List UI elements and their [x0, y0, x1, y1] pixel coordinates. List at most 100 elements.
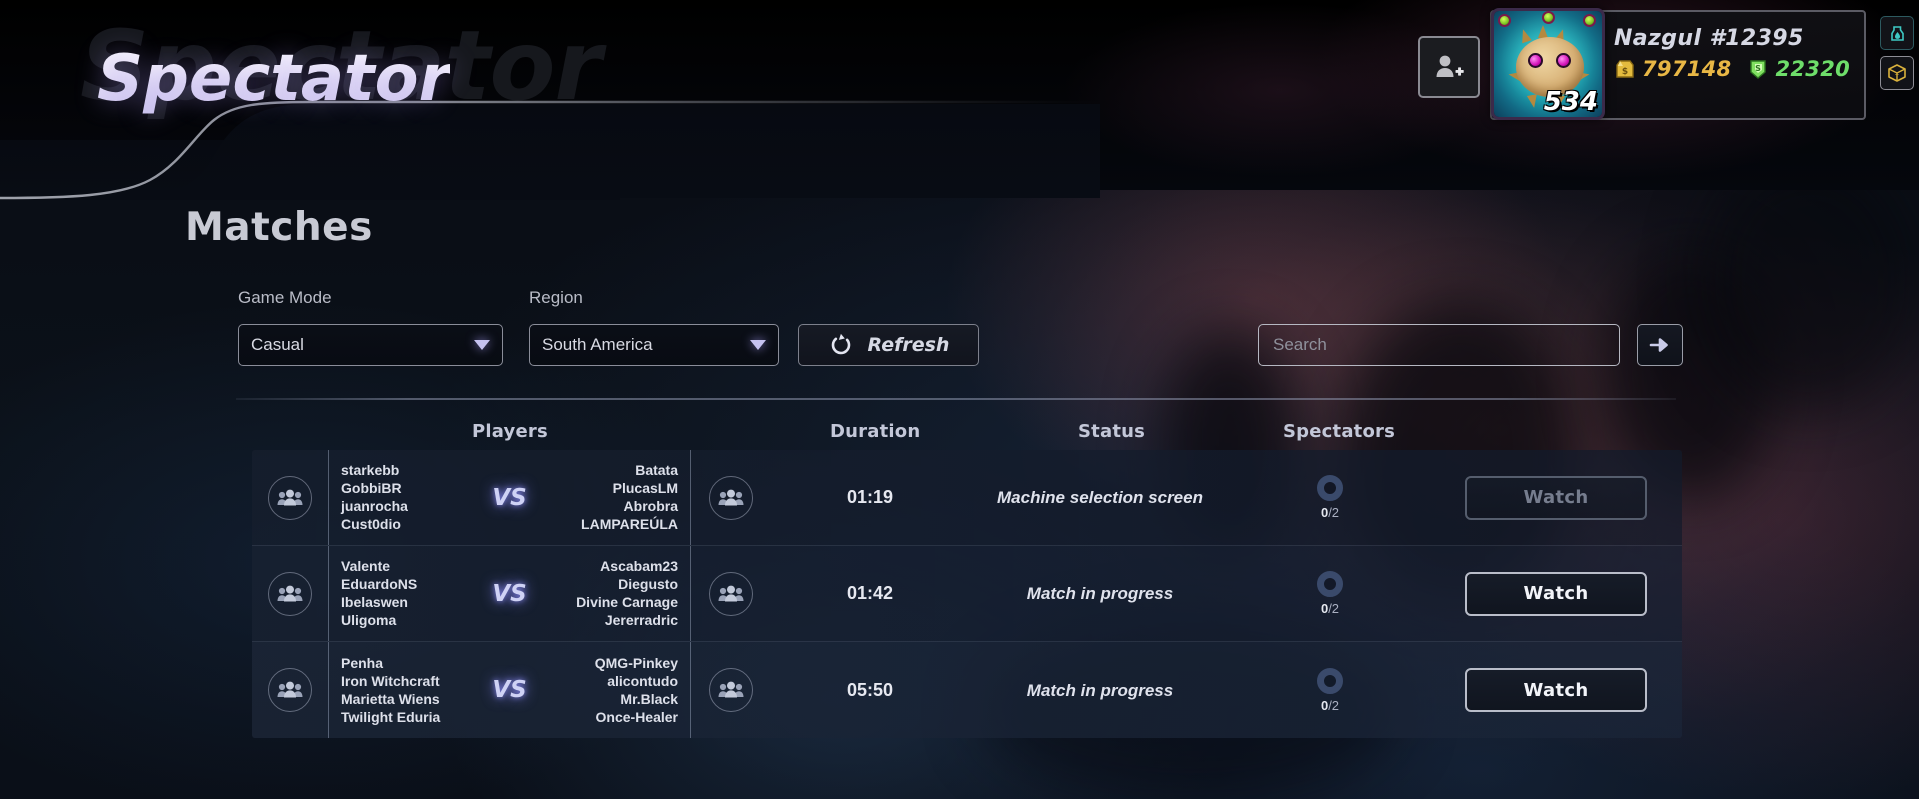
avatar-artwork: [1494, 11, 1602, 117]
player-name: Batata: [635, 462, 678, 478]
versus-label: VS: [492, 580, 527, 607]
header-curve-underfill: [0, 140, 620, 200]
group-icon-circle: [708, 571, 753, 616]
table-top-divider: [236, 398, 1676, 400]
add-friend-button[interactable]: [1418, 36, 1480, 98]
oil-flask-icon: [1890, 25, 1904, 41]
team-roster-toggle[interactable]: [252, 450, 328, 545]
player-name: Iron Witchcraft: [341, 672, 440, 689]
group-people-icon: [277, 585, 303, 601]
search-input[interactable]: [1258, 324, 1620, 366]
player-name: Jererradric: [604, 612, 678, 628]
chevron-down-icon: [750, 340, 766, 350]
spectator-count: 0/2: [1320, 601, 1340, 616]
spectator-count: 0/2: [1320, 697, 1340, 713]
team-b: Batata PlucasLM Abrobra LAMPAREÚLA: [538, 462, 678, 533]
page-title: Matches: [185, 205, 373, 250]
spectators-cell: 0/2: [1230, 642, 1430, 738]
gem-amount: 22320: [1775, 57, 1851, 81]
team-b: Ascabam23 Diegusto Divine Carnage Jererradr…: [538, 558, 678, 629]
matches-table: starkebb GobbiBR juanrocha Cust0dio VS Bata…: [252, 450, 1682, 738]
status-value: Machine selection screen: [997, 488, 1203, 507]
spectator-roster-toggle[interactable]: [690, 546, 770, 641]
player-name: Valente: [341, 558, 391, 574]
search-submit-button[interactable]: [1637, 324, 1683, 366]
spectators-cell: 0/2: [1230, 450, 1430, 545]
gold-coin-icon: $: [1616, 60, 1634, 78]
group-icon-circle: [268, 571, 312, 616]
currency-row: $ 797148 S 22320: [1614, 57, 1864, 81]
group-icon-circle: [268, 668, 312, 712]
table-row[interactable]: Penha Iron Witchcraft Marietta Wiens Twilig…: [252, 642, 1682, 738]
spectator-count: 0/2: [1320, 505, 1340, 520]
spectator-ring-indicator: [1317, 667, 1343, 694]
oil-flask-button[interactable]: [1880, 16, 1914, 50]
team-a: Valente EduardoNS Ibelaswen Uligoma: [341, 558, 481, 629]
player-name: Twilight Eduria: [341, 708, 441, 725]
status-value: Match in progress: [1026, 680, 1174, 700]
arrow-right-icon: [1649, 338, 1668, 352]
spectator-ring-indicator: [1317, 475, 1343, 501]
gold-amount: 797148: [1642, 57, 1732, 81]
group-people-icon: [718, 489, 743, 505]
region-value: South America: [542, 335, 653, 354]
app-title-text: Spectator: [97, 42, 451, 116]
table-row[interactable]: starkebb GobbiBR juanrocha Cust0dio VS Bata…: [252, 450, 1682, 546]
spectator-roster-toggle[interactable]: [690, 450, 770, 545]
team-a: starkebb GobbiBR juanrocha Cust0dio: [341, 462, 481, 533]
player-name: starkebb: [341, 462, 400, 478]
spectator-roster-toggle[interactable]: [690, 642, 770, 738]
duration-value: 01:19: [846, 487, 894, 507]
column-header-spectators: Spectators: [1283, 421, 1396, 442]
duration-value: 01:42: [846, 583, 894, 603]
svg-text:S: S: [1756, 64, 1762, 73]
spectators-cell: 0/2: [1230, 546, 1430, 641]
app-title: Spectator Spectator: [80, 10, 720, 140]
player-name: Divine Carnage: [576, 594, 678, 610]
player-name: PlucasLM: [612, 480, 678, 496]
avatar[interactable]: 534: [1491, 8, 1605, 120]
action-cell: Watch: [1430, 450, 1682, 545]
group-icon-circle: [268, 475, 312, 520]
refresh-button[interactable]: Refresh: [798, 324, 979, 366]
loot-box-button[interactable]: T: [1880, 56, 1914, 90]
app-title-ghost: Spectator: [80, 10, 602, 122]
player-name: LAMPAREÚLA: [581, 516, 678, 532]
duration-value: 05:50: [846, 679, 894, 700]
gem-icon: S: [1750, 60, 1767, 79]
profile-username: Nazgul #12395: [1614, 26, 1804, 51]
team-roster-toggle[interactable]: [252, 546, 328, 641]
team-roster-toggle[interactable]: [252, 642, 328, 738]
player-name: Mr.Black: [620, 690, 678, 707]
player-name: Once-Healer: [595, 708, 678, 725]
versus-label: VS: [492, 484, 527, 511]
action-cell: Watch: [1430, 642, 1682, 738]
region-label: Region: [529, 288, 583, 307]
game-mode-label: Game Mode: [238, 288, 332, 307]
group-people-icon: [277, 681, 303, 698]
chevron-down-icon: [474, 340, 490, 350]
watch-button: Watch: [1465, 475, 1647, 520]
player-name: QMG-Pinkey: [594, 654, 678, 671]
region-select[interactable]: South America: [529, 324, 779, 366]
profile-info: Nazgul #12395 $ 797148 S 22320: [1614, 26, 1864, 81]
person-add-icon: [1436, 55, 1464, 77]
player-name: Penha: [341, 654, 384, 671]
pufferfish-icon: [1516, 37, 1584, 97]
group-people-icon: [718, 585, 743, 601]
table-row[interactable]: Valente EduardoNS Ibelaswen Uligoma VS Asca…: [252, 546, 1682, 642]
refresh-icon: [831, 333, 850, 355]
background-silhouette: [1700, 150, 1919, 410]
game-mode-select[interactable]: Casual: [238, 324, 503, 366]
group-icon-circle: [708, 475, 753, 520]
watch-button[interactable]: Watch: [1465, 571, 1647, 616]
players-cell: Penha Iron Witchcraft Marietta Wiens Twilig…: [328, 642, 690, 738]
action-cell: Watch: [1430, 546, 1682, 641]
player-name: Ibelaswen: [341, 594, 408, 610]
player-name: Abrobra: [623, 498, 678, 514]
group-people-icon: [277, 489, 303, 505]
team-b: QMG-Pinkey alicontudo Mr.Black Once-Healer: [538, 655, 678, 726]
watch-button[interactable]: Watch: [1465, 668, 1647, 712]
svg-text:T: T: [1894, 74, 1899, 81]
